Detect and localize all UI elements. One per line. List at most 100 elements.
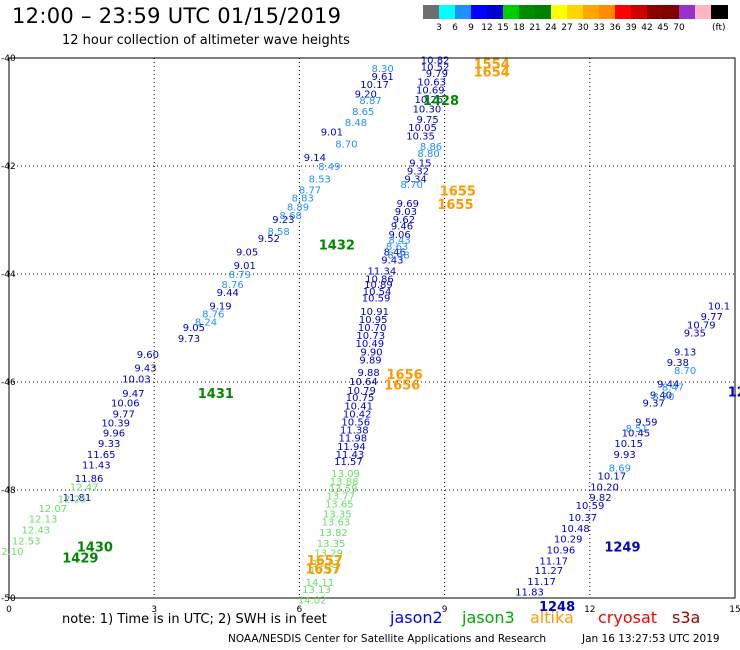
scale-tick-label: 12 (481, 23, 493, 33)
wave-height-label: 9.37 (643, 399, 665, 410)
y-tick-label: -46 (1, 378, 16, 388)
wave-height-label: 11.17 (539, 556, 568, 567)
wave-height-label: 11.27 (535, 566, 564, 577)
wave-height-label: 11.57 (334, 457, 363, 468)
generation-timestamp: Jan 16 13:27:53 UTC 2019 (582, 633, 720, 645)
wave-height-label: 10.89 (364, 280, 393, 291)
wave-height-label: 9.14 (304, 153, 326, 164)
wave-height-label: 11.86 (75, 474, 104, 485)
wave-height-label: 10.29 (554, 535, 583, 546)
wave-height-label: 9.88 (357, 368, 379, 379)
scale-swatch (567, 5, 584, 19)
wave-height-label: 9.32 (407, 166, 429, 177)
pass-time-label: 1657 (307, 554, 343, 569)
wave-height-label: 8.70 (401, 180, 423, 191)
plot-frame (8, 57, 736, 599)
wave-height-label: 9.43 (381, 256, 403, 267)
wave-height-label: 8.68 (280, 211, 302, 222)
wave-height-label: 10.41 (344, 401, 373, 412)
scale-tick-label: 27 (561, 23, 573, 33)
scale-tick-label: 9 (468, 23, 474, 33)
y-tick-label: -42 (1, 162, 16, 172)
scale-swatch (423, 5, 440, 19)
wave-height-label: 10.39 (101, 419, 130, 430)
x-tick-label: 9 (442, 605, 448, 615)
wave-height-label: 8.47 (662, 382, 684, 393)
legend-item-s3a: s3a (672, 608, 701, 627)
wave-height-label: 8.65 (352, 107, 374, 118)
pass-time-label: 1428 (423, 94, 459, 109)
y-tick-label: -40 (1, 54, 16, 64)
pass-time-label: 1554 (474, 57, 510, 72)
wave-height-label: 8.79 (229, 270, 251, 281)
wave-height-label: 10.59 (362, 293, 391, 304)
scale-swatch (551, 5, 568, 19)
wave-height-label: 9.20 (355, 90, 377, 101)
wave-height-label: 9.06 (388, 230, 410, 241)
wave-height-label: 10.95 (359, 315, 388, 326)
wave-height-label: 9.89 (359, 355, 381, 366)
wave-height-label: 10.30 (413, 104, 442, 115)
wave-height-label: 10.17 (597, 472, 626, 483)
wave-height-label: 9.79 (426, 69, 448, 80)
scale-tick-label: 15 (497, 23, 509, 33)
wave-height-label: 8.30 (372, 64, 394, 75)
wave-height-label: 12.25 (58, 495, 87, 506)
wave-height-label: 8.86 (420, 142, 442, 153)
wave-height-label: 14.02 (298, 596, 327, 607)
page-subtitle: 12 hour collection of altimeter wave hei… (62, 33, 350, 48)
wave-height-label: 9.19 (209, 301, 231, 312)
scale-tick-label: 42 (641, 23, 653, 33)
pass-time-label: 1656 (384, 379, 420, 394)
x-tick-label: 3 (151, 605, 157, 615)
wave-height-label: 9.05 (183, 323, 205, 334)
scale-swatch (519, 5, 536, 19)
wave-height-label: 8.49 (318, 162, 340, 173)
scale-swatch (455, 5, 472, 19)
wave-height-label: 10.17 (360, 80, 389, 91)
wave-height-label: 8.70 (652, 392, 674, 403)
wave-height-label: 9.01 (321, 128, 343, 139)
scale-tick-label: 3 (436, 23, 442, 33)
wave-height-label: 9.33 (98, 439, 120, 450)
wave-height-label: 8.43 (388, 236, 410, 247)
wave-height-label: 8.70 (674, 366, 696, 377)
pass-time-label: 1248 (539, 600, 575, 615)
scale-swatch (487, 5, 504, 19)
wave-height-label: 13.35 (317, 539, 346, 550)
wave-height-label: 10.70 (358, 323, 387, 334)
wave-height-label: 9.05 (236, 247, 258, 258)
wave-height-label: 13.77 (326, 491, 355, 502)
pass-time-label: 1250 (728, 386, 740, 401)
wave-height-label: 13.82 (319, 528, 348, 539)
scale-tick-label: 24 (545, 23, 557, 33)
pass-time-label: 1656 (387, 368, 423, 383)
scale-tick-label: 39 (625, 23, 637, 33)
wave-height-label: 9.93 (614, 450, 636, 461)
scale-tick-label: 30 (577, 23, 589, 33)
wave-height-label: 9.03 (395, 207, 417, 218)
wave-height-label: 13.67 (312, 559, 341, 570)
wave-height-label: 10.45 (622, 428, 651, 439)
wave-height-label: 8.63 (386, 242, 408, 253)
wave-height-label: 10.49 (355, 339, 384, 350)
note-text: note: 1) Time is in UTC; 2) SWH is in fe… (62, 612, 327, 627)
wave-height-label: 9.59 (635, 418, 657, 429)
pass-time-label: 1655 (440, 184, 476, 199)
scale-swatch (535, 5, 552, 19)
x-tick-label: 6 (297, 605, 303, 615)
pass-time-label: 1431 (198, 387, 234, 402)
wave-height-label: 9.82 (589, 493, 611, 504)
wave-height-label: 11.43 (336, 450, 365, 461)
scale-tick-label: 18 (513, 23, 525, 33)
scale-swatch (663, 5, 680, 19)
wave-height-label: 8.80 (417, 149, 439, 160)
wave-height-label: 11.17 (527, 577, 556, 588)
wave-height-label: 8.89 (287, 203, 309, 214)
wave-height-label: 9.13 (674, 347, 696, 358)
wave-height-label: 8.77 (299, 185, 321, 196)
wave-height-label: 10.79 (687, 320, 716, 331)
legend-item-jason2: jason2 (390, 608, 443, 627)
wave-height-label: 8.48 (387, 251, 409, 262)
wave-height-label: 11.43 (82, 461, 111, 472)
